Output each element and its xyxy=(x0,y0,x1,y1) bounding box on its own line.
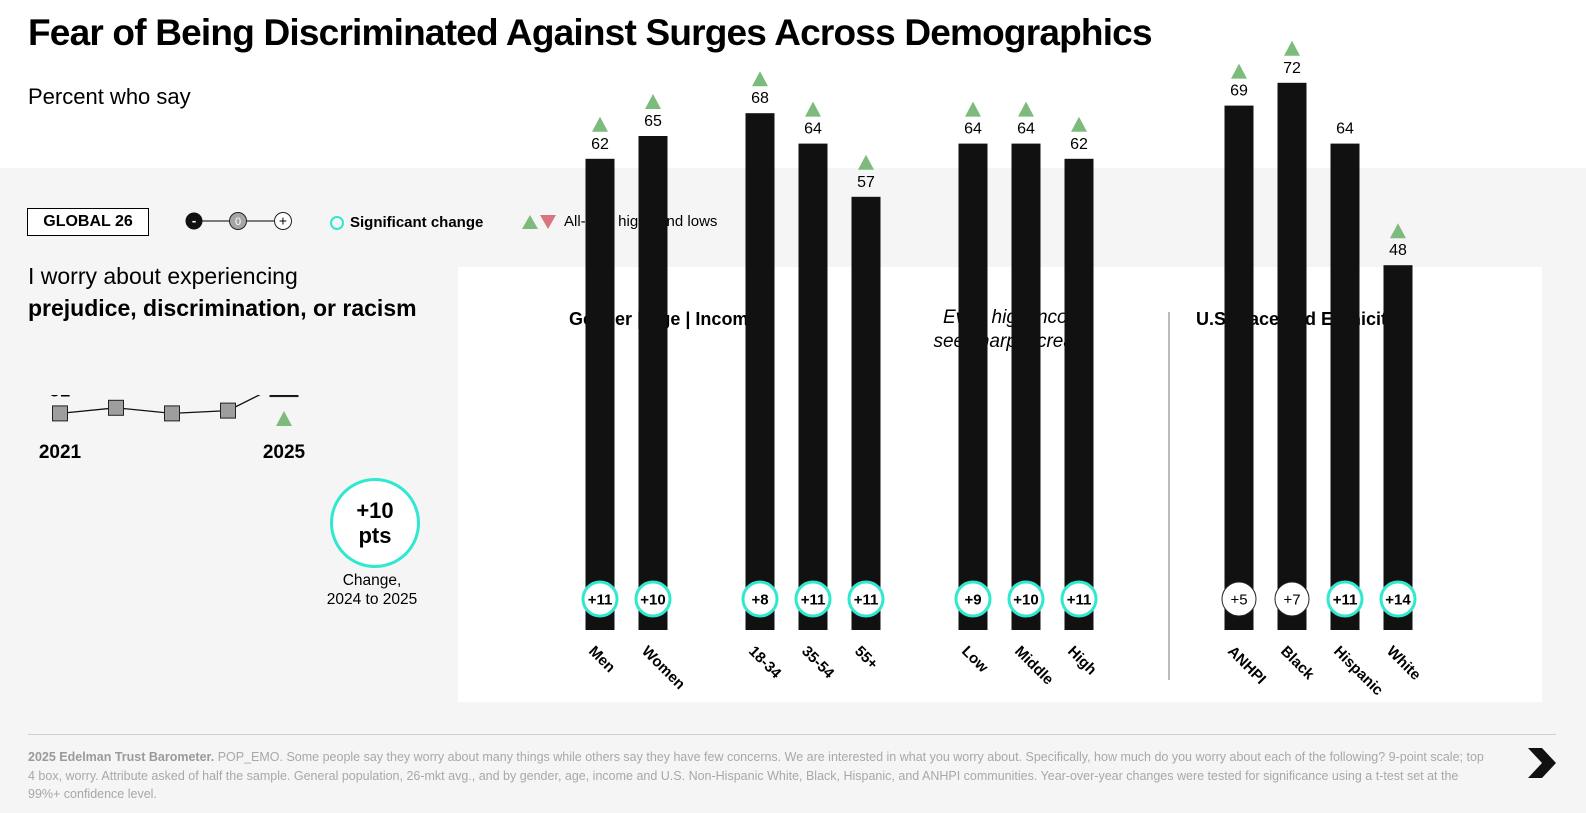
trend-end-year: 2025 xyxy=(263,442,306,463)
statement-line-2: prejudice, discrimination, or racism xyxy=(28,295,417,321)
all-time-high-icon xyxy=(1018,101,1034,117)
all-time-high-icon xyxy=(752,71,768,87)
bar-value-label: 68 xyxy=(751,90,769,107)
group-divider xyxy=(1168,312,1170,680)
income-callout-line-1: Even high income xyxy=(942,307,1094,328)
trend-point xyxy=(269,395,299,398)
trend-point xyxy=(220,402,236,419)
scale-plus-marker xyxy=(274,212,292,230)
bar-value-label: 62 xyxy=(1070,136,1088,153)
page-subtitle: Percent who say xyxy=(28,84,191,109)
all-time-high-icon xyxy=(276,411,292,426)
all-time-high-icon xyxy=(592,116,608,132)
scale-minus-marker xyxy=(185,212,203,230)
income-callout-line-2: see sharp increase xyxy=(933,331,1094,352)
footnote-text: POP_EMO. Some people say they worry abou… xyxy=(28,750,1484,801)
up-down-triangle-icon xyxy=(522,214,556,229)
trend-point xyxy=(164,405,180,422)
scale-minus-label: - xyxy=(192,213,196,228)
trend-point xyxy=(52,405,68,422)
footnote-source: 2025 Edelman Trust Barometer. xyxy=(28,750,215,764)
next-arrow-icon[interactable] xyxy=(1524,746,1558,780)
significant-ring-icon xyxy=(330,215,344,230)
bar-value-label: 62 xyxy=(591,136,609,153)
change-period-label: Change, 2024 to 2025 xyxy=(302,571,442,609)
bar-value-label: 64 xyxy=(804,121,822,138)
all-time-high-icon xyxy=(1071,116,1087,132)
race-ethnicity-title: U.S. Race and Ethnicity xyxy=(1196,309,1398,329)
change-scale-legend: - 0 + xyxy=(185,212,292,230)
change-label-line-1: Change, xyxy=(342,572,402,589)
footer-divider xyxy=(28,734,1556,735)
bar-value-label: 72 xyxy=(1283,60,1301,77)
change-label-line-2: 2024 to 2025 xyxy=(326,591,418,608)
global-trend-line-chart: 52536320212025 xyxy=(39,395,306,463)
gender-age-income-title: Gender | Age | Income xyxy=(569,309,759,329)
change-points-unit: pts xyxy=(358,523,392,548)
scale-plus-label: + xyxy=(279,213,287,229)
scale-zero-marker xyxy=(229,212,247,230)
footnote: 2025 Edelman Trust Barometer. POP_EMO. S… xyxy=(28,748,1488,804)
trend-point xyxy=(108,399,124,416)
trend-start-year: 2021 xyxy=(39,442,82,463)
scale-zero-label: 0 xyxy=(235,216,241,228)
global-label: GLOBAL 26 xyxy=(27,208,149,236)
all-time-high-icon xyxy=(1231,63,1247,79)
bar-value-label: 65 xyxy=(644,113,662,130)
significant-change-label: Significant change xyxy=(350,214,484,231)
trend-point-label: 53 xyxy=(217,395,238,399)
page-title: Fear of Being Discriminated Against Surg… xyxy=(28,12,1153,53)
bar-value-label: 69 xyxy=(1230,83,1248,100)
significant-change-legend: Significant change xyxy=(330,214,483,231)
all-time-high-icon xyxy=(1284,40,1300,56)
change-points-value: +10 xyxy=(356,498,394,523)
bar-value-label: 64 xyxy=(1017,121,1035,138)
trend-point-label: 52 xyxy=(49,395,70,401)
bar-value-label: 64 xyxy=(1336,121,1354,138)
all-time-high-icon xyxy=(645,94,661,109)
income-callout: Even high income see sharp increase xyxy=(906,306,1094,354)
highs-lows-legend: All-time highs and lows xyxy=(520,213,717,230)
statement-line-1: I worry about experiencing xyxy=(28,263,298,289)
highs-lows-label: All-time highs and lows xyxy=(564,213,718,230)
bar-value-label: 64 xyxy=(964,121,982,138)
change-points-badge: +10 pts xyxy=(330,478,420,568)
all-time-high-icon xyxy=(965,101,981,117)
all-time-high-icon xyxy=(805,101,821,117)
